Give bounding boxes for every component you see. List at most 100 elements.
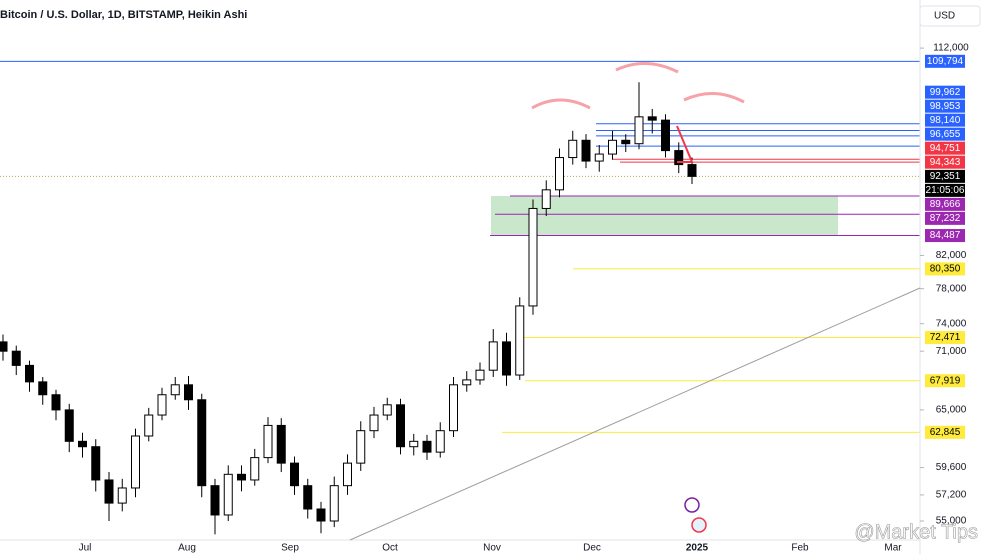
candle-body <box>276 424 286 464</box>
x-tick-label: Aug <box>178 543 196 554</box>
candle-body <box>78 440 87 448</box>
level-label-box <box>925 262 965 276</box>
trend-line <box>349 287 921 541</box>
candle-body <box>647 116 657 121</box>
level-label: 62,845 <box>930 427 961 438</box>
candle-body <box>0 341 8 352</box>
y-tick-label: 112,000 <box>933 43 969 54</box>
last-price-label-box <box>925 169 965 183</box>
candle-body <box>197 399 207 487</box>
x-tick-label: Sep <box>281 543 299 554</box>
x-tick-label: Dec <box>583 543 601 554</box>
candle-body <box>237 473 246 481</box>
x-tick-label: Jul <box>79 543 92 554</box>
y-tick-label: 78,000 <box>936 283 967 294</box>
candle-body <box>263 424 273 459</box>
x-tick-label: Mar <box>884 543 902 554</box>
shoulder-arc <box>683 91 745 104</box>
level-label-box <box>925 197 965 211</box>
level-label-box <box>925 99 965 113</box>
candle-body <box>422 440 432 453</box>
level-label: 84,487 <box>930 230 961 241</box>
candle-body <box>104 479 114 504</box>
level-label-box <box>925 425 965 439</box>
candle-body <box>369 414 379 432</box>
level-label-box <box>925 127 965 141</box>
candle-body <box>449 384 458 432</box>
event-icon[interactable] <box>684 497 700 513</box>
candle-body <box>131 435 140 489</box>
x-tick-label: Oct <box>382 543 398 554</box>
candle-body <box>91 446 101 481</box>
candle-body <box>316 508 326 522</box>
candle-body <box>144 414 154 437</box>
candle-body <box>621 139 631 145</box>
candle-body <box>250 457 260 481</box>
candle-body <box>528 207 538 307</box>
candle-body <box>502 341 511 376</box>
candle-body <box>634 116 644 145</box>
candle-body <box>356 430 366 464</box>
candle-body <box>157 394 167 416</box>
candle-body <box>117 487 127 504</box>
candle-body <box>409 440 419 448</box>
watermark: @Market Tips <box>854 521 978 543</box>
level-label: 98,953 <box>930 101 961 112</box>
currency-button[interactable] <box>919 5 981 27</box>
level-label-box <box>925 229 965 243</box>
candle-body <box>343 462 352 487</box>
level-label: 98,140 <box>930 115 961 126</box>
countdown-box <box>925 183 965 197</box>
candle-body <box>568 139 578 159</box>
candle-body <box>64 409 74 442</box>
candle-body <box>462 379 472 386</box>
candle-body <box>488 341 498 371</box>
candle-body <box>581 139 591 162</box>
last-price-label: 92,351 <box>930 171 961 182</box>
level-label-box <box>925 113 965 127</box>
level-label-box <box>925 155 965 169</box>
candle-body <box>210 485 220 516</box>
level-label: 89,666 <box>930 199 961 210</box>
level-label: 80,350 <box>930 264 961 275</box>
level-label: 99,962 <box>930 87 961 98</box>
level-label-box <box>925 374 965 388</box>
level-label-box <box>925 141 965 155</box>
candle-body <box>303 485 313 510</box>
candle-body <box>687 164 697 177</box>
candle-body <box>25 364 34 383</box>
y-tick-label: 82,000 <box>936 250 967 261</box>
candle-body <box>11 350 21 366</box>
candle-body <box>555 157 564 191</box>
y-tick-label: 65,000 <box>936 405 967 416</box>
y-tick-label: 71,000 <box>936 346 967 357</box>
level-label-box <box>925 211 965 225</box>
level-label-box <box>925 54 965 68</box>
candle-body <box>170 384 180 396</box>
level-label: 109,794 <box>927 56 964 67</box>
candle-body <box>608 139 617 155</box>
drawing-triangle <box>676 125 694 163</box>
candle-body <box>674 150 684 166</box>
candle-body <box>541 189 551 209</box>
y-tick-label: 57,200 <box>936 490 967 501</box>
event-icon[interactable] <box>691 517 707 533</box>
level-label: 94,751 <box>930 143 961 154</box>
level-label-box <box>925 331 965 345</box>
currency: USD <box>934 11 955 22</box>
level-label: 94,343 <box>930 157 961 168</box>
chart-title: Bitcoin / U.S. Dollar, 1D, BITSTAMP, Hei… <box>0 9 247 21</box>
level-label: 67,919 <box>930 375 961 386</box>
x-tick-label: Feb <box>791 543 809 554</box>
candle-body <box>475 369 485 381</box>
y-tick-label: 59,600 <box>936 462 967 473</box>
candle-body <box>38 381 48 396</box>
shoulder-arc <box>531 98 591 110</box>
x-tick-label: Nov <box>483 543 501 554</box>
level-label-box <box>925 85 965 99</box>
candle-body <box>661 119 670 152</box>
candle-body <box>435 430 445 453</box>
level-label: 87,232 <box>930 213 961 224</box>
